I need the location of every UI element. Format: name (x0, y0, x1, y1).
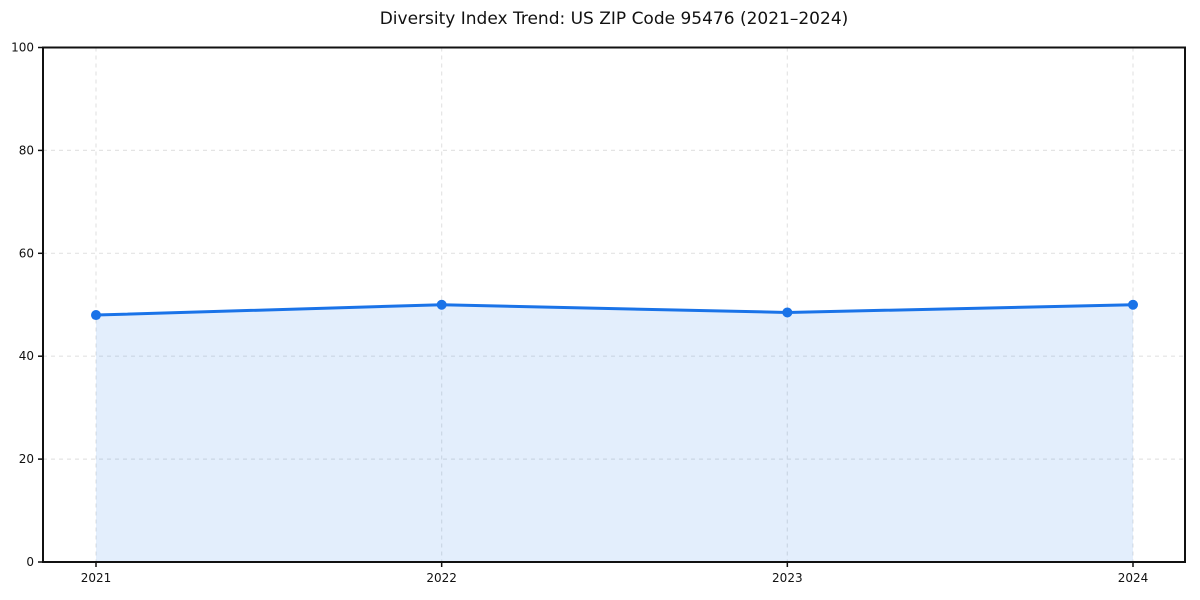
chart-title: Diversity Index Trend: US ZIP Code 95476… (379, 9, 849, 29)
area-fill (96, 304, 1133, 562)
data-point-marker (436, 299, 447, 310)
data-point-marker (91, 310, 101, 321)
y-tick-label: 60 (19, 246, 34, 260)
y-tick-label: 100 (11, 40, 34, 54)
data-point-marker (782, 307, 793, 318)
y-tick-label: 40 (19, 349, 34, 363)
y-tick-label: 20 (19, 452, 34, 466)
trend-line (94, 303, 1135, 317)
x-tick-label: 2024 (1118, 571, 1149, 585)
y-tick-label: 80 (19, 143, 34, 157)
x-tick-label: 2023 (772, 571, 803, 585)
x-tick-label: 2022 (426, 571, 457, 585)
y-tick-label: 0 (26, 555, 34, 569)
plot-border (42, 46, 1186, 563)
data-point-marker (1128, 299, 1138, 310)
x-tick-label: 2021 (81, 571, 112, 585)
